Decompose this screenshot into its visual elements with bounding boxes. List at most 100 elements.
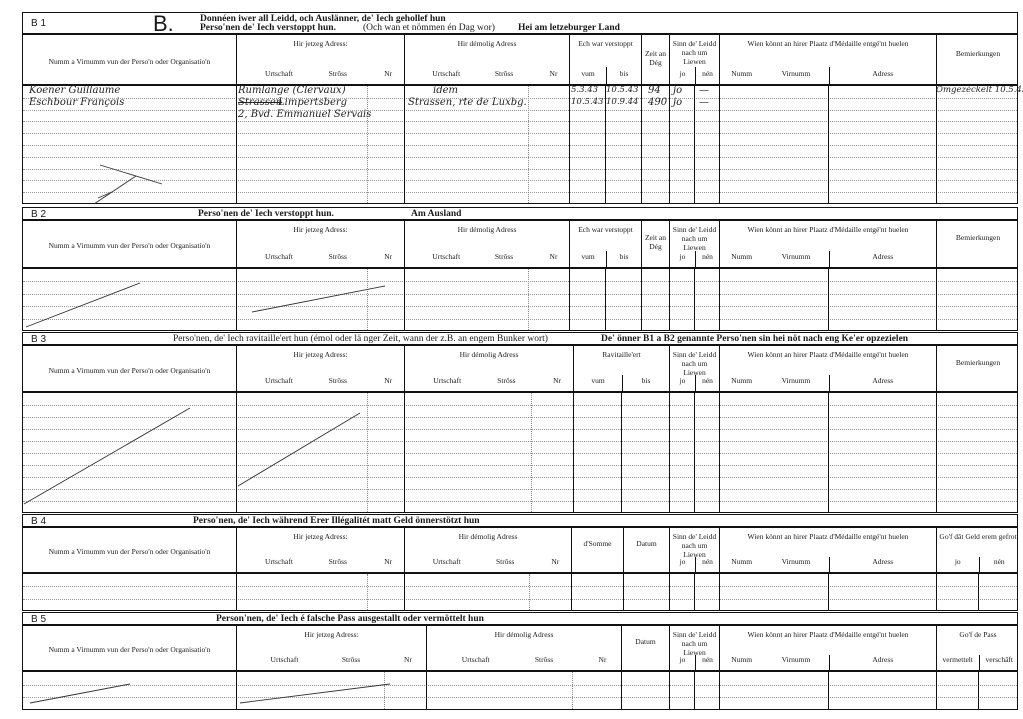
alive-column-header: Sinn de' Leidd nach um Liewen jo nén	[669, 221, 719, 267]
column-divider	[623, 574, 624, 610]
section-code: B 3	[31, 334, 47, 345]
column-divider	[669, 574, 670, 610]
sub-column-label: Adress	[872, 252, 894, 261]
former-address-column-header: Hir démolig Adress Urtschaft Strôss Nr	[404, 35, 569, 84]
data-area	[22, 574, 1018, 611]
column-divider	[236, 86, 237, 203]
hidden-period-column-header: Ech war verstoppt vum bis	[569, 35, 641, 84]
column-label: Datum	[636, 539, 657, 548]
sub-column-label: Urtschaft	[433, 376, 462, 385]
section-location: Am Ausland	[411, 209, 462, 219]
sub-divider	[694, 393, 695, 512]
alive-column-header: Sinn de' Leidd nach um Liewen jo nén	[669, 626, 719, 670]
money-reclaimed-column-header: Go'f dât Geld erem gefrot jo nén	[936, 528, 1019, 572]
sub-divider	[527, 269, 529, 330]
handwritten-bis: 10.5.43	[606, 85, 639, 95]
sub-column-label: Adress	[872, 376, 894, 385]
sub-divider	[827, 269, 829, 330]
column-divider	[669, 86, 670, 203]
sub-column-label: Nr	[549, 252, 558, 261]
column-divider	[404, 574, 405, 610]
sub-divider	[694, 574, 695, 610]
row-line	[23, 599, 1017, 600]
column-header-row: Numm a Virnumm vun der Perso'n oder Orga…	[22, 35, 1018, 86]
sub-column-label: jo	[954, 557, 961, 566]
column-label: Bemierkungen	[955, 357, 1001, 367]
column-label: Ravitaille'ert	[602, 350, 641, 359]
handwritten-jetzeg: 2, Bvd. Emmanuel Servais	[238, 108, 372, 120]
column-divider	[936, 574, 937, 610]
sub-column-label: nén	[702, 376, 713, 385]
column-label: Ech war verstoppt	[578, 225, 633, 234]
column-label: Hir démolig Adress	[459, 350, 519, 359]
handwritten-nen: —	[699, 85, 709, 96]
handwritten-struck-text: Strassen	[238, 96, 283, 108]
row-line	[23, 180, 1017, 181]
column-label: Wien könnt an hirer Plaatz d'Médaille en…	[747, 630, 909, 639]
section-title-bar: B 3 Perso'nen, de' Iech ravitaille'ert hu…	[22, 332, 1018, 346]
column-divider	[936, 269, 937, 330]
sub-column-label: bis	[619, 69, 629, 78]
sub-column-label: Virnumm	[781, 557, 811, 566]
column-divider	[236, 574, 237, 610]
current-address-column-header: Hir jetzeg Adress: Urtschaft Strôss Nr	[236, 626, 426, 670]
column-label: Zeit an Dég	[644, 233, 667, 251]
supplied-period-column-header: Ravitaille'ert vum bis	[573, 346, 669, 391]
sub-column-label: Numm	[731, 252, 753, 261]
sub-column-label: Virnumm	[781, 69, 811, 78]
column-divider	[936, 86, 937, 203]
sub-divider	[527, 86, 529, 203]
sub-divider	[695, 66, 696, 84]
sub-column-label: verschâft	[985, 655, 1013, 664]
sub-divider	[827, 574, 829, 610]
section-title-bar: B 5 Person'nen, de' Iech é falsche Pass a…	[22, 612, 1018, 626]
date-column-header: Datum	[623, 528, 669, 572]
sub-column-label: Nr	[598, 655, 607, 664]
sub-divider	[695, 375, 696, 391]
sub-column-label: Strôss	[328, 252, 347, 261]
section-code: B 2	[31, 209, 47, 220]
sub-column-label: Urtschaft	[270, 655, 299, 664]
row-line	[23, 489, 1017, 490]
sub-column-label: Urtschaft	[461, 655, 490, 664]
sub-column-label: Strôss	[341, 655, 361, 664]
sub-divider	[828, 654, 830, 670]
sub-divider	[367, 86, 369, 203]
column-divider	[571, 574, 572, 610]
sub-divider	[978, 556, 980, 572]
section-code: B 1	[31, 18, 47, 29]
row-line	[23, 501, 1017, 502]
sub-column-label: nén	[702, 557, 713, 566]
alive-column-header: Sinn de' Leidd nach um Liewen jo nén	[669, 346, 719, 391]
column-label: Sinn de' Leidd nach um Liewen	[672, 225, 717, 252]
row-line	[23, 110, 1017, 111]
sub-divider	[529, 574, 531, 610]
name-column-header: Numm a Virnumm vun der Perso'n oder Orga…	[23, 346, 236, 391]
sub-divider	[694, 86, 695, 203]
column-label: Sinn de' Leidd nach um Liewen	[672, 350, 717, 377]
column-divider	[404, 393, 405, 512]
row-line	[23, 281, 1017, 282]
sub-divider	[622, 375, 623, 391]
name-column-header: Numm a Virnumm vun der Perso'n oder Orga…	[23, 35, 236, 84]
row-line	[23, 586, 1017, 587]
column-divider	[641, 86, 642, 203]
medal-recipient-column-header: Wien könnt an hirer Plaatz d'Médaille en…	[719, 346, 936, 391]
sub-column-label: Nr	[553, 376, 562, 385]
hidden-period-column-header: Ech war verstoppt vum bis	[569, 221, 641, 267]
handwritten-demolig: Strassen, rte de Luxbg.	[408, 96, 527, 108]
column-label: Hir démolig Adress	[458, 532, 518, 541]
column-label: Hir jetzeg Adress:	[293, 39, 348, 48]
remarks-column-header: Bemierkungen	[936, 346, 1019, 391]
sub-column-label: vum	[581, 252, 595, 261]
sub-divider	[828, 375, 830, 391]
row-line	[23, 697, 1017, 698]
handwritten-jetzeg: Limpertsberg	[278, 96, 348, 108]
column-divider	[569, 269, 570, 330]
sub-column-label: nén	[702, 655, 713, 664]
sub-divider	[977, 574, 979, 610]
sub-divider	[384, 672, 386, 709]
row-line	[23, 169, 1017, 170]
sub-column-label: Adress	[872, 557, 894, 566]
row-line	[23, 319, 1017, 320]
